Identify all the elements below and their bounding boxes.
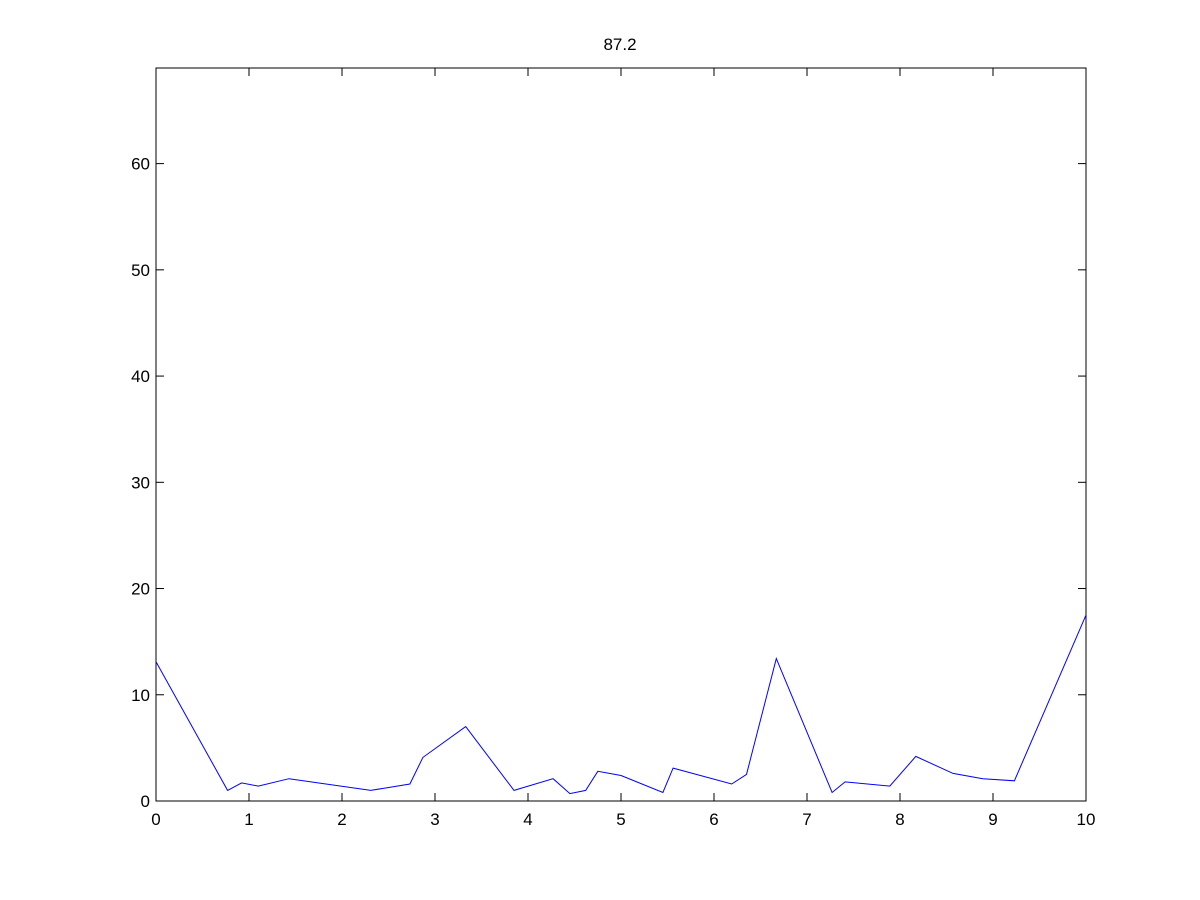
x-tick-label: 3	[430, 810, 439, 829]
y-tick-label: 20	[131, 580, 150, 599]
y-tick-label: 10	[131, 686, 150, 705]
y-tick-label: 40	[131, 367, 150, 386]
series-layer	[155, 614, 1087, 795]
chart-title: 87.2	[603, 35, 636, 54]
x-tick-label: 5	[616, 810, 625, 829]
x-tick-label: 2	[337, 810, 346, 829]
x-tick-label: 8	[895, 810, 904, 829]
x-tick-label: 10	[1077, 810, 1096, 829]
x-tick-label: 0	[151, 810, 160, 829]
plot-frame	[155, 67, 1087, 802]
y-tick-label: 50	[131, 261, 150, 280]
x-tick-label: 4	[523, 810, 532, 829]
x-axis: 0 1 2 3 4 5 6 7 8 9 10	[151, 68, 1095, 829]
x-tick-label: 1	[244, 810, 253, 829]
y-axis: 0 10 20 30 40 50 60	[131, 155, 1086, 811]
x-tick-label: 6	[709, 810, 718, 829]
x-tick-label: 7	[802, 810, 811, 829]
series-line-0	[155, 614, 1087, 795]
y-tick-label: 60	[131, 155, 150, 174]
y-tick-label: 0	[141, 792, 150, 811]
y-tick-label: 30	[131, 473, 150, 492]
x-tick-label: 9	[988, 810, 997, 829]
